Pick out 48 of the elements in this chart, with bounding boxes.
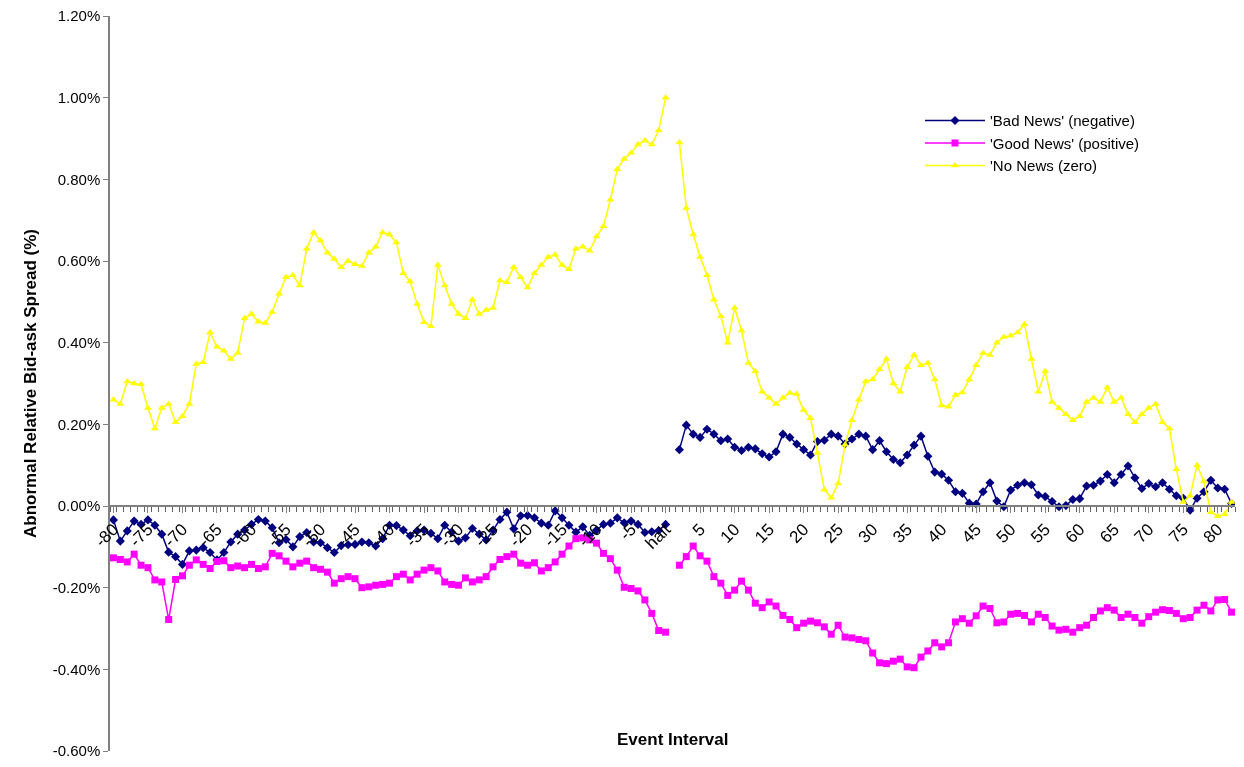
y-tick-label: -0.40% xyxy=(52,660,101,678)
x-tick-label: 65 xyxy=(1096,520,1124,547)
x-tick-label: 45 xyxy=(958,520,986,547)
legend-label: 'No News (zero) xyxy=(990,157,1098,175)
x-tick-label: -25 xyxy=(471,520,502,551)
x-tick-label: -60 xyxy=(229,520,261,551)
y-axis-title: Abnormal Relative Bid-ask Spread (%) xyxy=(20,229,40,538)
x-tick-label: -40 xyxy=(367,520,399,551)
y-tick-label: 1.20% xyxy=(57,7,101,25)
x-tick-label: 20 xyxy=(785,520,813,547)
x-tick-label: 35 xyxy=(889,520,916,547)
x-tick-label: 60 xyxy=(1061,520,1089,547)
y-tick-label: 0.00% xyxy=(57,497,101,515)
x-tick-label: 70 xyxy=(1130,520,1158,547)
x-tick-label: -35 xyxy=(402,520,433,551)
y-tick-label: -0.60% xyxy=(52,742,101,760)
x-tick-label: -15 xyxy=(540,520,571,551)
x-tick-label: 80 xyxy=(1199,520,1227,547)
x-tick-label: 10 xyxy=(716,520,744,547)
x-tick-label: -75 xyxy=(125,520,157,551)
x-tick-label: -55 xyxy=(264,520,295,551)
y-tick-label: 0.20% xyxy=(57,415,101,433)
x-tick-label: -45 xyxy=(333,520,364,551)
x-tick-label: 75 xyxy=(1165,520,1193,547)
x-tick-label: 50 xyxy=(992,520,1020,547)
x-axis-title: Event Interval xyxy=(617,730,729,749)
legend-label: 'Good News' (positive) xyxy=(990,134,1140,152)
x-tick-label: 55 xyxy=(1027,520,1055,547)
y-tick-label: 0.80% xyxy=(57,170,101,188)
x-tick-label: 25 xyxy=(820,520,847,547)
x-tick-label: -10 xyxy=(574,520,606,551)
x-tick-label: -5 xyxy=(615,520,640,545)
y-tick-label: -0.20% xyxy=(52,578,101,596)
x-tick-label: -80 xyxy=(91,520,123,551)
x-tick-label: -30 xyxy=(436,520,468,551)
y-tick-label: 1.00% xyxy=(57,88,101,106)
y-tick-label: 0.60% xyxy=(57,252,101,270)
x-tick-label: -65 xyxy=(195,520,226,551)
x-tick-label: 40 xyxy=(923,520,951,547)
y-tick-label: 0.40% xyxy=(57,333,101,351)
x-tick-label: halt xyxy=(641,519,675,553)
x-tick-label: 15 xyxy=(751,520,778,547)
x-tick-label: -50 xyxy=(298,520,330,551)
x-tick-label: 30 xyxy=(854,520,882,547)
x-tick-label: 5 xyxy=(688,520,709,541)
x-tick-label: -70 xyxy=(160,520,192,551)
x-tick-label: -20 xyxy=(505,520,537,551)
legend-label: 'Bad News' (negative) xyxy=(990,112,1135,130)
